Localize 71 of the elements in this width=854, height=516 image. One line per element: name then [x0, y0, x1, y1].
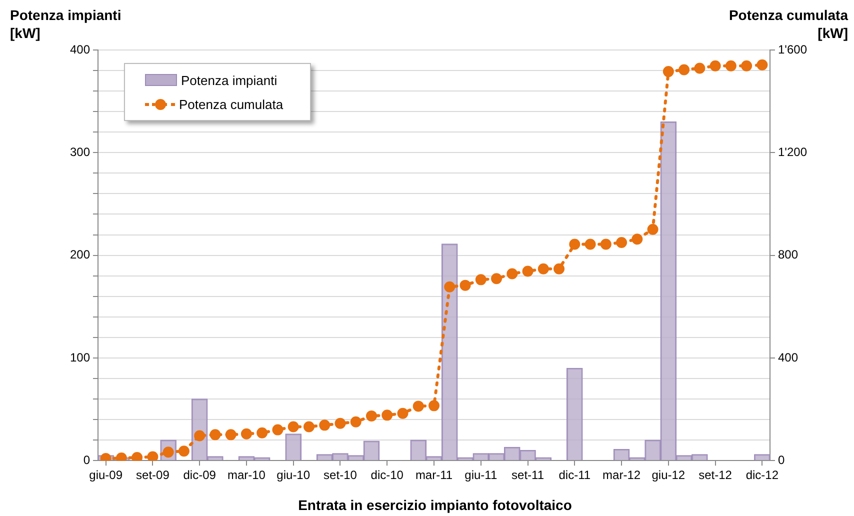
point	[397, 408, 408, 419]
y2-axis-title: Potenza cumulata [kW]	[728, 6, 848, 42]
point	[616, 236, 628, 248]
y-tick-label: 400	[70, 42, 90, 56]
x-tick-label: giu-12	[652, 468, 686, 482]
point	[756, 59, 768, 70]
x-tick-label: dic-09	[183, 468, 216, 482]
x-tick-label: dic-11	[558, 468, 591, 482]
point	[272, 424, 284, 436]
point	[428, 400, 440, 412]
y-tick-label: 0	[83, 452, 90, 467]
x-tick-label: giu-11	[464, 468, 498, 482]
x-tick-label: set-11	[512, 468, 544, 482]
point	[710, 60, 721, 72]
point	[256, 427, 268, 438]
point	[600, 238, 612, 250]
point	[694, 62, 706, 74]
point	[303, 421, 314, 432]
y2-tick-label: 1'200	[778, 144, 808, 159]
y-tick-label: 200	[70, 248, 90, 262]
point	[147, 451, 158, 461]
legend-label: Potenza impianti	[181, 72, 278, 88]
x-tick-label: mar-10	[227, 468, 266, 482]
point	[240, 428, 252, 440]
x-tick-label: set-09	[136, 468, 170, 482]
x-axis-title: Entrata in esercizio impianto fotovoltaico	[297, 496, 573, 514]
point	[288, 421, 299, 432]
x-tick-label: giu-10	[276, 468, 310, 482]
x-tick-label: mar-11	[415, 468, 453, 482]
point	[538, 263, 549, 274]
point	[412, 400, 424, 412]
point	[366, 410, 377, 422]
point	[225, 429, 236, 440]
point	[178, 446, 190, 457]
y2-tick-label: 1'600	[778, 42, 808, 56]
point	[678, 64, 690, 76]
point	[725, 60, 736, 72]
x-tick-label: set-10	[324, 468, 358, 482]
point	[584, 238, 596, 250]
point	[662, 66, 674, 78]
point	[132, 452, 143, 461]
point	[319, 420, 330, 431]
y2-tick-label: 0	[778, 452, 785, 467]
point	[647, 224, 658, 235]
x-tick-label: dic-12	[746, 468, 779, 482]
point	[334, 418, 346, 429]
point	[506, 268, 518, 280]
x-tick-label: dic-10	[370, 468, 404, 482]
point	[210, 429, 221, 440]
point	[116, 452, 127, 461]
y2-tick-label: 400	[778, 350, 798, 364]
y-axis-title: Potenza impianti [kW]	[10, 6, 122, 42]
point	[382, 410, 393, 421]
point	[475, 274, 486, 286]
x-tick-label: giu-09	[89, 468, 123, 482]
x-tick-label: set-12	[698, 468, 732, 482]
y-tick-label: 100	[70, 350, 90, 364]
point	[350, 416, 362, 428]
point	[522, 266, 534, 277]
point	[491, 273, 502, 284]
legend-label: Potenza cumulata	[179, 96, 284, 112]
point	[554, 263, 565, 274]
point	[569, 238, 580, 250]
x-tick-label: mar-12	[602, 468, 641, 482]
y2-tick-label: 800	[778, 248, 798, 262]
point	[741, 60, 752, 72]
point	[194, 430, 206, 442]
point	[444, 281, 456, 292]
y-tick-label: 300	[70, 144, 90, 159]
point	[632, 234, 643, 245]
point	[460, 280, 471, 291]
